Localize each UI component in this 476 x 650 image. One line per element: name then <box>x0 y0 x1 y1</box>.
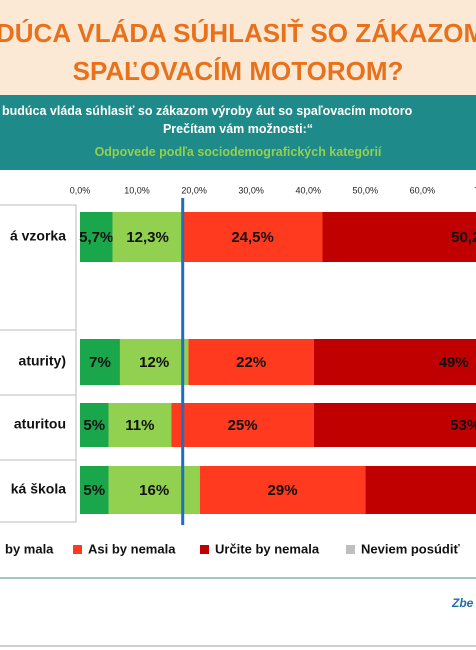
bar-segment <box>108 466 200 514</box>
category-box <box>0 394 77 461</box>
category-box <box>0 329 77 396</box>
x-tick-label: 50,0% <box>353 185 379 195</box>
bar-segment <box>80 339 120 385</box>
bar-segment <box>108 403 172 447</box>
x-tick-label: 60,0% <box>410 185 436 195</box>
legend-swatch <box>73 545 82 554</box>
data-label: 29% <box>268 482 298 499</box>
title: DÚCA VLÁDA SÚHLASIŤ SO ZÁKAZOM VÝ <box>0 18 476 48</box>
bar-segment <box>188 339 314 385</box>
prompt: Prečítam vám možnosti:“ <box>162 122 314 136</box>
data-label: 22% <box>236 354 266 371</box>
category-label: aturity) <box>19 353 66 369</box>
category-label: á vzorka <box>10 228 66 244</box>
data-label: 16% <box>139 482 169 499</box>
bar-segment <box>80 212 113 262</box>
category-label: ká škola <box>11 481 66 497</box>
x-tick-label: 30,0% <box>238 185 264 195</box>
title: SPAĽOVACÍM MOTOROM? <box>72 56 404 86</box>
data-label: 53% <box>450 417 476 434</box>
question-band: budúca vláda súhlasiť so zákazom výroby … <box>0 95 476 170</box>
legend-swatch <box>200 545 209 554</box>
plot: 0,0% 10,0% 20,0% 30,0% 40,0% 50,0% 60,0% 70 á vz… <box>0 185 476 556</box>
legend-label: by mala <box>5 541 54 556</box>
data-label: 12,3% <box>126 229 169 246</box>
data-label: 24,5% <box>231 229 274 246</box>
legend-label: Určite by nemala <box>215 541 320 556</box>
bar-segment <box>112 212 183 262</box>
question: budúca vláda súhlasiť so zákazom výroby … <box>2 104 413 118</box>
data-label: 12% <box>139 354 169 371</box>
data-label: 5% <box>83 482 105 499</box>
bar-segment <box>80 403 109 447</box>
bar-segment <box>322 212 476 262</box>
bar-segment <box>80 466 109 514</box>
data-label: 49% <box>439 354 469 371</box>
subtitle: Odpovede podľa sociodemografických kateg… <box>94 145 382 159</box>
data-label: 5,7% <box>79 229 113 246</box>
category-box <box>0 459 77 523</box>
x-tick-label: 20,0% <box>181 185 207 195</box>
x-tick-label: 70 <box>474 185 476 195</box>
x-tick-label: 0,0% <box>70 185 91 195</box>
bar-segment <box>182 212 323 262</box>
bar-segment <box>199 466 366 514</box>
bar-segment <box>313 403 476 447</box>
data-label: 5% <box>83 417 105 434</box>
category-label: aturitou <box>14 416 66 432</box>
legend-label: Neviem posúdiť <box>361 541 460 556</box>
bar-segment <box>365 466 476 514</box>
bar-segment <box>313 339 476 385</box>
bar-segment <box>119 339 189 385</box>
data-label: 7% <box>89 354 111 371</box>
title-area: DÚCA VLÁDA SÚHLASIŤ SO ZÁKAZOM VÝ SPAĽOV… <box>0 0 476 95</box>
category-box <box>0 204 77 331</box>
x-tick-label: 10,0% <box>124 185 150 195</box>
legend-swatch <box>346 545 355 554</box>
data-label: 25% <box>228 417 258 434</box>
bar-segment <box>171 403 314 447</box>
source: Zbe <box>452 596 474 610</box>
data-label: 50,2 <box>451 229 476 246</box>
x-tick-label: 40,0% <box>295 185 321 195</box>
legend-label: Asi by nemala <box>88 541 176 556</box>
data-label: 11% <box>125 417 154 434</box>
